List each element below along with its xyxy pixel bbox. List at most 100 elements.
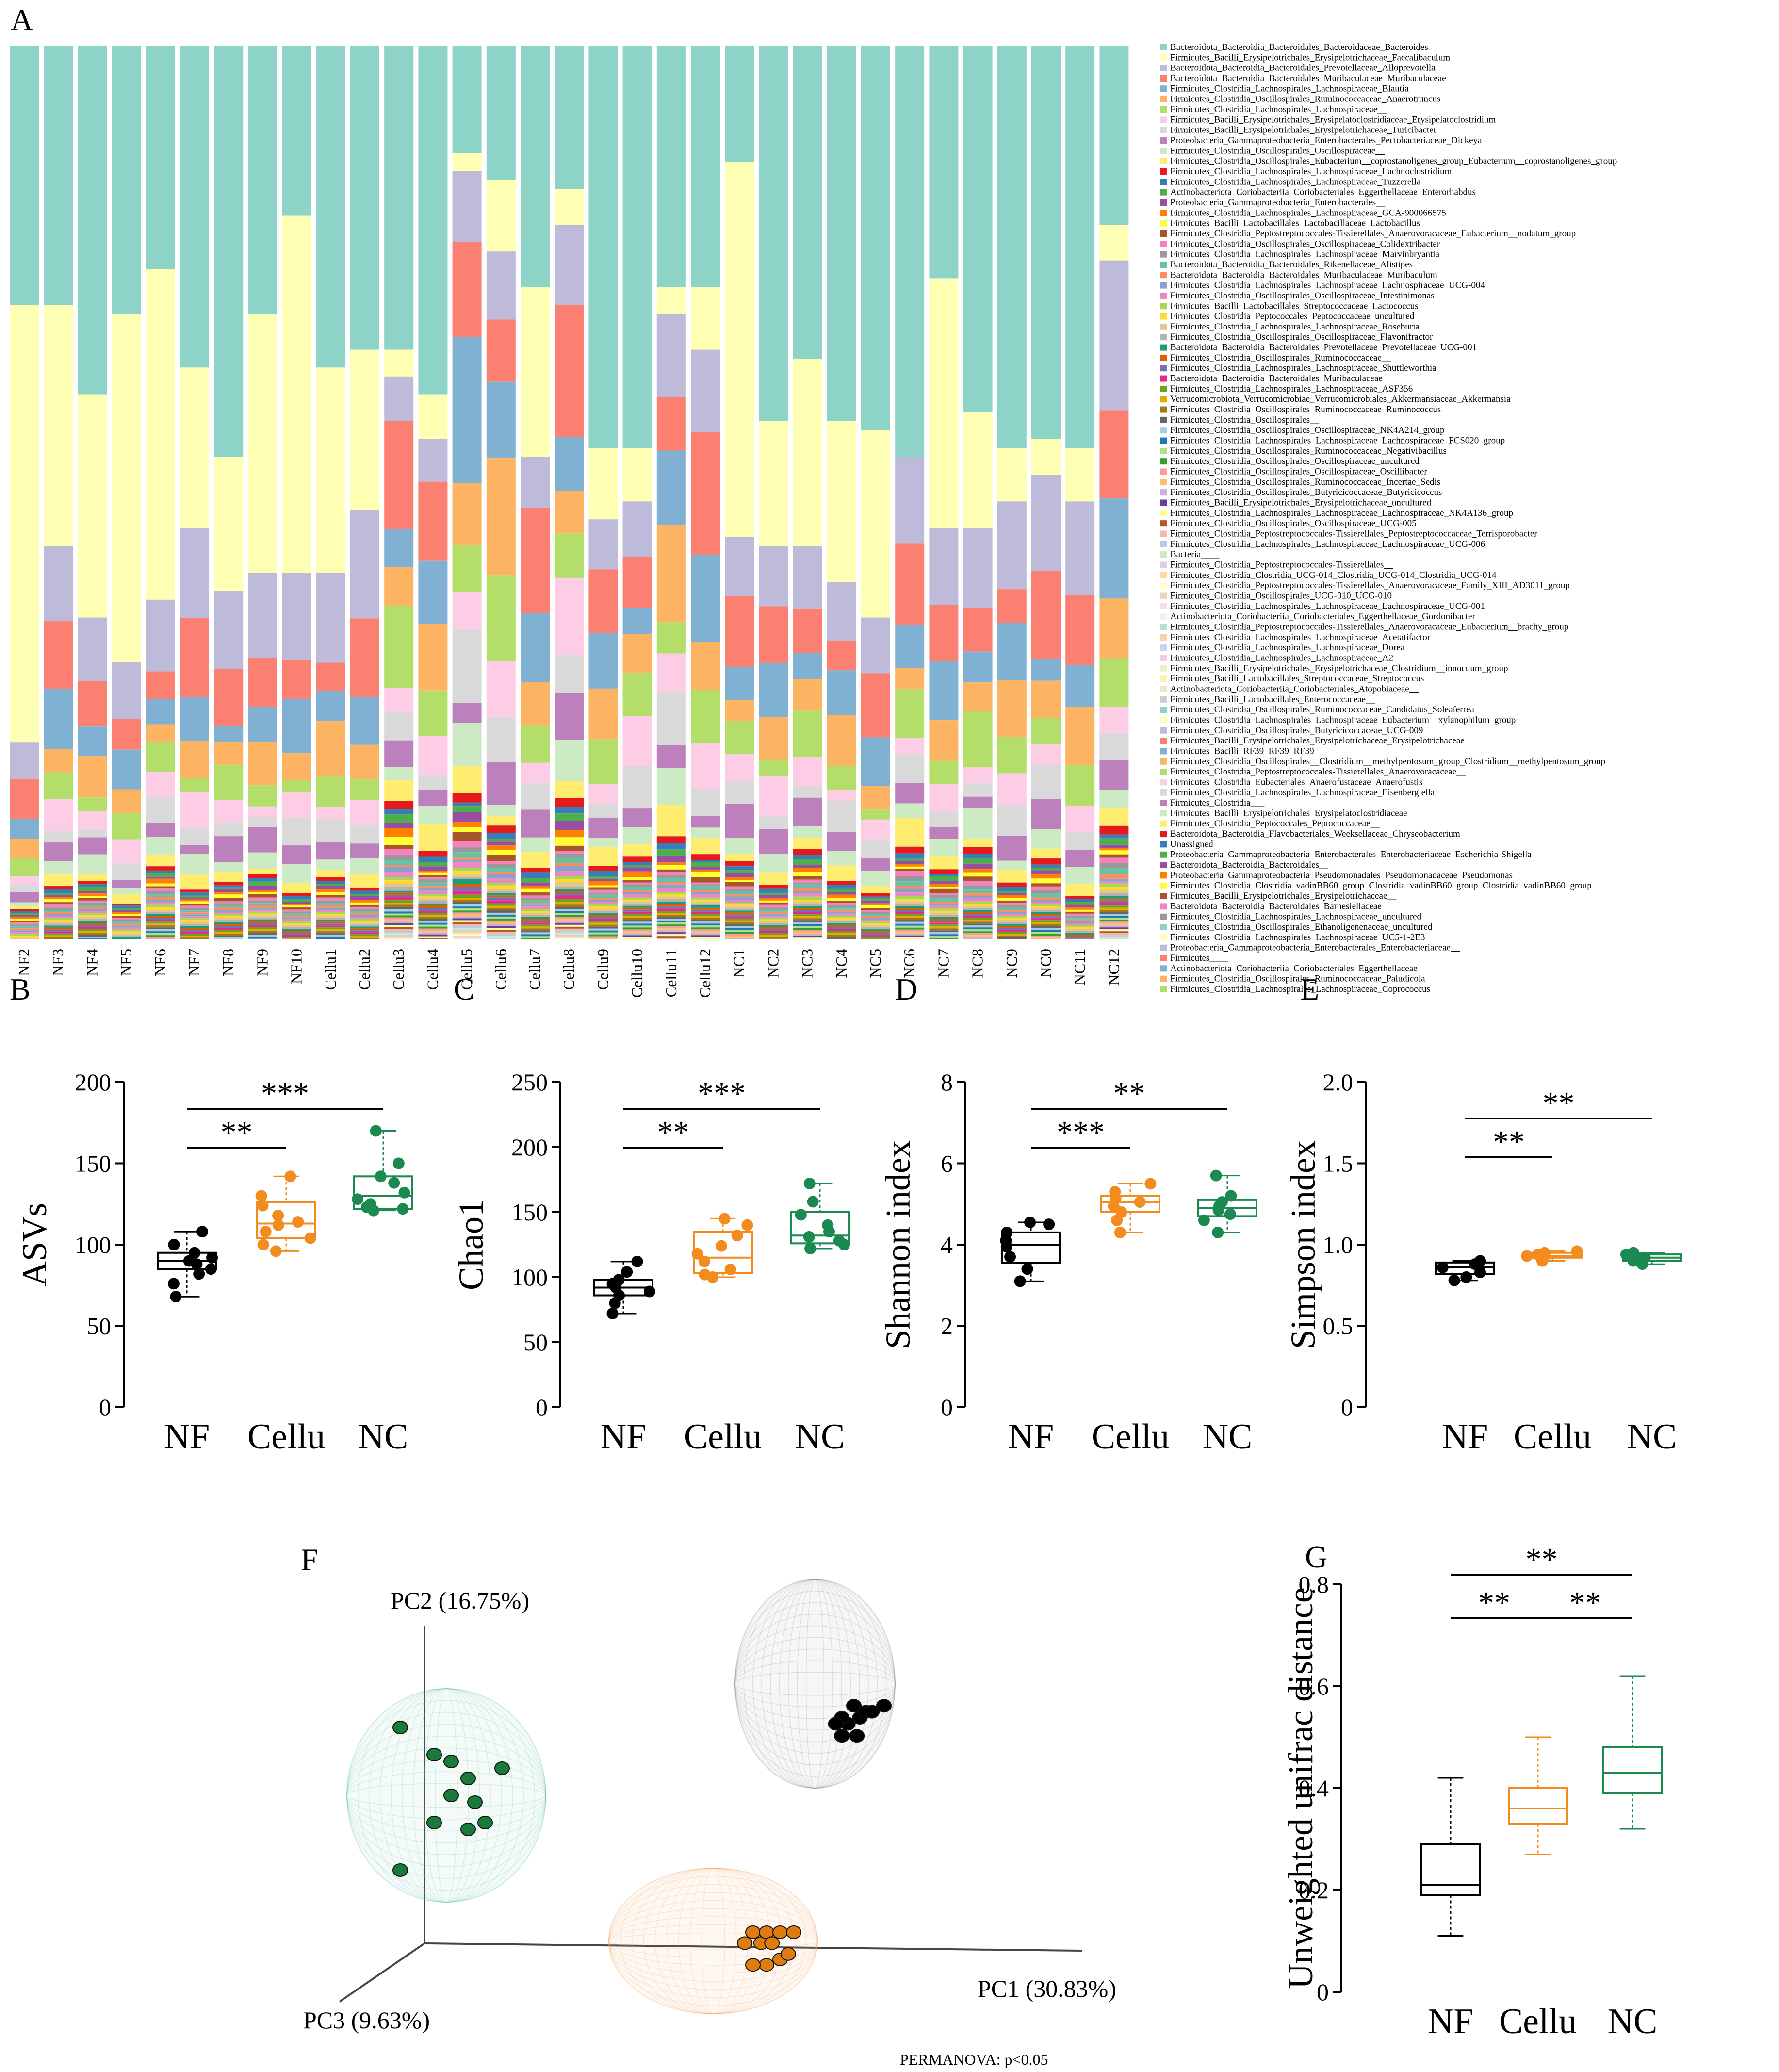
pcoa-point (443, 1755, 459, 1768)
bar-segment (418, 921, 448, 923)
bar-segment (180, 901, 209, 904)
pcoa-point (477, 1816, 493, 1829)
bar-segment (418, 930, 448, 933)
bar-segment (418, 922, 448, 925)
bar-segment (1065, 921, 1095, 923)
bar-segment (248, 927, 277, 929)
bar-segment (656, 805, 686, 837)
bar-segment (588, 889, 618, 893)
bar-segment (759, 829, 788, 855)
bar-segment (588, 804, 618, 818)
bar-segment (588, 922, 618, 925)
legend-swatch (1160, 210, 1167, 216)
bar-segment (78, 617, 107, 681)
y-tick-label: 150 (75, 1150, 111, 1177)
bar-segment (725, 873, 754, 877)
bar-segment (588, 926, 618, 929)
bar-segment (622, 914, 652, 916)
bar-segment (588, 739, 618, 785)
panel-letter-e: E (1300, 972, 1319, 1006)
legend-swatch (1160, 199, 1167, 206)
bar-segment (316, 912, 345, 914)
bar-segment (180, 920, 209, 922)
bar-segment (146, 855, 175, 867)
bar-segment (418, 896, 448, 899)
data-point (1043, 1218, 1055, 1231)
bar-segment (112, 935, 141, 937)
data-point (1639, 1251, 1651, 1264)
legend-label: Proteobacteria_Gammaproteobacteria_Enter… (1170, 135, 1482, 146)
data-point (715, 1240, 727, 1252)
bar-segment (486, 903, 516, 906)
legend-swatch (1160, 934, 1167, 941)
bar-segment (895, 921, 925, 924)
bar-segment (418, 882, 448, 887)
bar-segment (78, 900, 107, 903)
bar-segment (452, 337, 482, 483)
bar-segment (861, 912, 890, 914)
bar-segment (214, 929, 244, 932)
ellipsoid-meridian (368, 1688, 524, 1903)
bar-segment (10, 915, 39, 917)
bar-segment (521, 852, 550, 868)
bar-segment (895, 861, 925, 864)
bar-segment (146, 772, 175, 797)
data-point (1571, 1245, 1583, 1257)
bar-segment (384, 890, 414, 893)
bar-segment (214, 933, 244, 936)
bar-segment (656, 930, 686, 933)
bar-segment (112, 863, 141, 880)
bar-segment (725, 804, 754, 838)
bar-segment (44, 904, 73, 908)
bar-segment (861, 921, 890, 924)
bar-segment (1031, 900, 1061, 902)
bar-segment (759, 904, 788, 908)
bar-segment (350, 904, 379, 907)
bar-segment (656, 450, 686, 525)
bar-segment (10, 926, 39, 929)
bar-segment (963, 927, 993, 930)
bar-segment (316, 895, 345, 898)
bar-segment (929, 919, 959, 921)
bar-segment (1099, 760, 1129, 790)
bar-segment (78, 907, 107, 909)
bar-segment (486, 937, 516, 939)
bar-segment (78, 917, 107, 920)
bar-segment (861, 46, 890, 430)
y-tick-label: 50 (523, 1329, 548, 1356)
legend-label: Firmicutes_Bacilli_Lactobacillales_Strep… (1170, 674, 1424, 684)
bar-segment (146, 921, 175, 924)
bar-segment (963, 925, 993, 928)
ellipsoid-meridian (632, 1868, 795, 2014)
bar-segment (588, 892, 618, 895)
y-tick-label: 200 (75, 1069, 111, 1096)
bar-segment (1031, 897, 1061, 900)
bar-segment (384, 376, 414, 421)
bar-segment (112, 749, 141, 790)
bar-segment (146, 933, 175, 936)
bar-segment (691, 907, 720, 910)
bar-segment (997, 501, 1027, 590)
ellipsoid-meridian (358, 1688, 535, 1903)
bar-segment (486, 825, 516, 833)
bar-segment (691, 838, 720, 855)
bar-segment (180, 937, 209, 939)
legend-label: Firmicutes_Clostridia_Oscillospirales_Os… (1170, 332, 1433, 342)
pcoa-point (828, 1717, 844, 1731)
bar-segment (282, 921, 311, 923)
legend-label: Bacteroidota_Bacteroidia_Bacteroidales_M… (1170, 374, 1392, 384)
bar-segment (350, 908, 379, 911)
bar-segment (214, 822, 244, 837)
legend-label: Firmicutes_Clostridia_Eubacteriales_Anae… (1170, 777, 1422, 787)
bar-segment (418, 924, 448, 927)
bar-segment (656, 902, 686, 904)
bar-segment (384, 801, 414, 810)
bar-segment (44, 874, 73, 887)
bar-segment (112, 662, 141, 719)
bar-segment (384, 828, 414, 838)
bar-segment (452, 922, 482, 924)
bar-segment (725, 910, 754, 913)
